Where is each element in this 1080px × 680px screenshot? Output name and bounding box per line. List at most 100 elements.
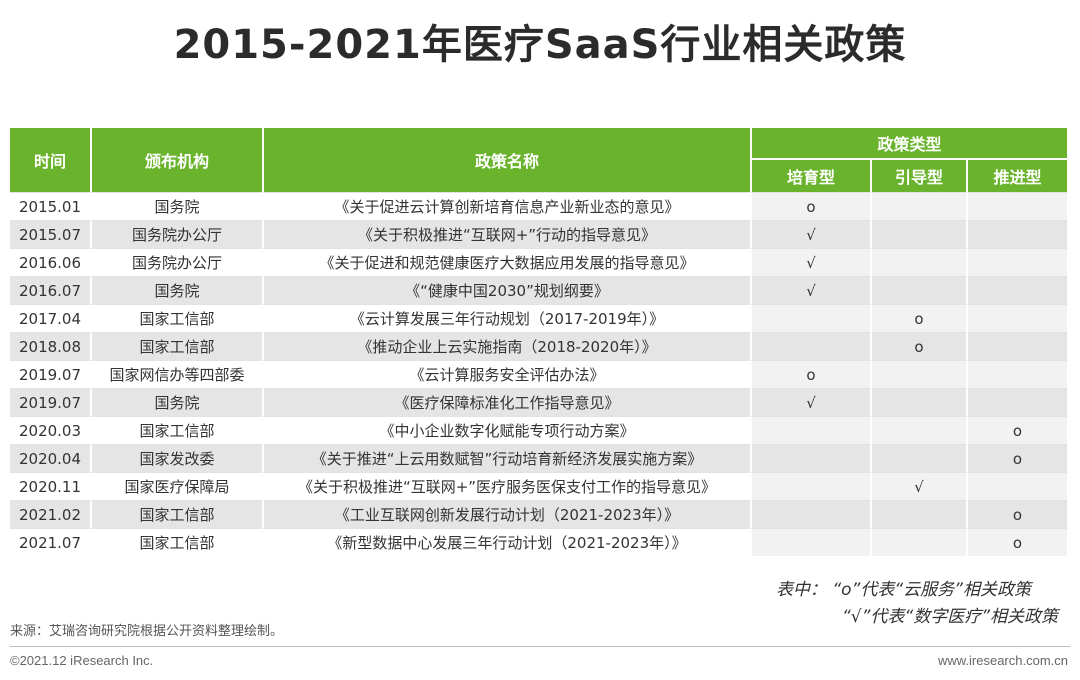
table-row: 2020.11 国家医疗保障局 《关于积极推进“互联网+”医疗服务医保支付工作的指导… (10, 472, 1068, 500)
table-row: 2016.06 国务院办公厅 《关于促进和规范健康医疗大数据应用发展的指导意见》 √ (10, 248, 1068, 276)
copyright: ©2021.12 iResearch Inc. (10, 653, 154, 668)
header-type-cultivate: 培育型 (752, 160, 872, 192)
table-row: 2019.07 国家网信办等四部委 《云计算服务安全评估办法》 o (10, 360, 1068, 388)
policy-table: 时间 颁布机构 政策名称 政策类型 培育型 引导型 推进型 2015.01 国务院… (10, 128, 1068, 556)
cell-policy-name: 《关于促进和规范健康医疗大数据应用发展的指导意见》 (264, 248, 752, 276)
cell-policy-name: 《工业互联网创新发展行动计划（2021-2023年）》 (264, 500, 752, 528)
cell-time: 2015.07 (10, 220, 92, 248)
cell-agency: 国务院办公厅 (92, 220, 264, 248)
website-link: www.iresearch.com.cn (937, 653, 1068, 668)
cell-type-guide (872, 220, 968, 248)
cell-agency: 国家工信部 (92, 416, 264, 444)
legend-digital-medical: “√”代表“数字医疗”相关政策 (841, 607, 1058, 627)
page-title: 2015-2021年医疗SaaS行业相关政策 (173, 22, 907, 68)
cell-policy-name: 《中小企业数字化赋能专项行动方案》 (264, 416, 752, 444)
cell-time: 2016.07 (10, 276, 92, 304)
cell-time: 2015.01 (10, 192, 92, 220)
cell-policy-name: 《云计算服务安全评估办法》 (264, 360, 752, 388)
cell-type-guide: o (872, 304, 968, 332)
cell-type-guide (872, 360, 968, 388)
table-row: 2021.07 国家工信部 《新型数据中心发展三年行动计划（2021-2023年）》… (10, 528, 1068, 556)
cell-type-guide (872, 500, 968, 528)
cell-type-promote (968, 220, 1068, 248)
header-policy-name: 政策名称 (264, 128, 752, 192)
cell-type-promote (968, 304, 1068, 332)
cell-agency: 国家发改委 (92, 444, 264, 472)
cell-type-promote (968, 472, 1068, 500)
cell-type-promote: o (968, 500, 1068, 528)
cell-policy-name: 《关于推进“上云用数赋智”行动培育新经济发展实施方案》 (264, 444, 752, 472)
cell-agency: 国家工信部 (92, 528, 264, 556)
cell-type-promote (968, 388, 1068, 416)
cell-type-cultivate (752, 332, 872, 360)
cell-type-promote (968, 248, 1068, 276)
cell-time: 2021.07 (10, 528, 92, 556)
header-time: 时间 (10, 128, 92, 192)
header-agency: 颁布机构 (92, 128, 264, 192)
table-row: 2015.07 国务院办公厅 《关于积极推进“互联网+”行动的指导意见》 √ (10, 220, 1068, 248)
cell-agency: 国家网信办等四部委 (92, 360, 264, 388)
cell-type-cultivate: √ (752, 220, 872, 248)
cell-policy-name: 《“健康中国2030”规划纲要》 (264, 276, 752, 304)
cell-type-guide (872, 248, 968, 276)
cell-type-cultivate: o (752, 360, 872, 388)
cell-agency: 国家工信部 (92, 304, 264, 332)
cell-type-cultivate (752, 416, 872, 444)
cell-time: 2016.06 (10, 248, 92, 276)
cell-time: 2018.08 (10, 332, 92, 360)
cell-agency: 国务院办公厅 (92, 248, 264, 276)
cell-type-cultivate: √ (752, 388, 872, 416)
cell-time: 2019.07 (10, 388, 92, 416)
cell-time: 2017.04 (10, 304, 92, 332)
table-row: 2021.02 国家工信部 《工业互联网创新发展行动计划（2021-2023年）》 o (10, 500, 1068, 528)
cell-type-guide (872, 388, 968, 416)
cell-type-guide (872, 276, 968, 304)
cell-type-cultivate (752, 528, 872, 556)
cell-type-promote (968, 192, 1068, 220)
cell-type-promote (968, 332, 1068, 360)
cell-time: 2020.04 (10, 444, 92, 472)
table-row: 2018.08 国家工信部 《推动企业上云实施指南（2018-2020年）》 o (10, 332, 1068, 360)
cell-agency: 国家医疗保障局 (92, 472, 264, 500)
footer-divider (10, 646, 1070, 647)
cell-type-guide (872, 444, 968, 472)
header-policy-type: 政策类型 (752, 128, 1068, 160)
cell-time: 2019.07 (10, 360, 92, 388)
header-type-guide: 引导型 (872, 160, 968, 192)
cell-policy-name: 《关于积极推进“互联网+”医疗服务医保支付工作的指导意见》 (264, 472, 752, 500)
table-row: 2020.04 国家发改委 《关于推进“上云用数赋智”行动培育新经济发展实施方案》 o (10, 444, 1068, 472)
cell-type-promote: o (968, 528, 1068, 556)
cell-type-cultivate (752, 444, 872, 472)
cell-agency: 国家工信部 (92, 500, 264, 528)
table-row: 2016.07 国务院 《“健康中国2030”规划纲要》 √ (10, 276, 1068, 304)
cell-type-cultivate: o (752, 192, 872, 220)
table-row: 2015.01 国务院 《关于促进云计算创新培育信息产业新业态的意见》 o (10, 192, 1068, 220)
cell-policy-name: 《新型数据中心发展三年行动计划（2021-2023年）》 (264, 528, 752, 556)
cell-policy-name: 《云计算发展三年行动规划（2017-2019年）》 (264, 304, 752, 332)
cell-agency: 国务院 (92, 276, 264, 304)
cell-policy-name: 《医疗保障标准化工作指导意见》 (264, 388, 752, 416)
legend-cloud-service: 表中： “o”代表“云服务”相关政策 (775, 580, 1031, 600)
cell-agency: 国务院 (92, 192, 264, 220)
header-type-promote: 推进型 (968, 160, 1068, 192)
cell-type-guide (872, 416, 968, 444)
cell-agency: 国家工信部 (92, 332, 264, 360)
cell-type-guide (872, 528, 968, 556)
cell-type-promote (968, 276, 1068, 304)
table-row: 2017.04 国家工信部 《云计算发展三年行动规划（2017-2019年）》 o (10, 304, 1068, 332)
cell-type-cultivate: √ (752, 248, 872, 276)
cell-policy-name: 《关于促进云计算创新培育信息产业新业态的意见》 (264, 192, 752, 220)
cell-policy-name: 《推动企业上云实施指南（2018-2020年）》 (264, 332, 752, 360)
cell-time: 2021.02 (10, 500, 92, 528)
cell-type-promote: o (968, 444, 1068, 472)
cell-time: 2020.03 (10, 416, 92, 444)
source-note: 来源：艾瑞咨询研究院根据公开资料整理绘制。 (10, 624, 284, 639)
cell-agency: 国务院 (92, 388, 264, 416)
cell-type-guide (872, 192, 968, 220)
policy-table-body: 2015.01 国务院 《关于促进云计算创新培育信息产业新业态的意见》 o 2015.0… (10, 192, 1068, 556)
cell-type-cultivate (752, 500, 872, 528)
cell-type-cultivate (752, 304, 872, 332)
cell-type-guide: √ (872, 472, 968, 500)
cell-policy-name: 《关于积极推进“互联网+”行动的指导意见》 (264, 220, 752, 248)
cell-time: 2020.11 (10, 472, 92, 500)
